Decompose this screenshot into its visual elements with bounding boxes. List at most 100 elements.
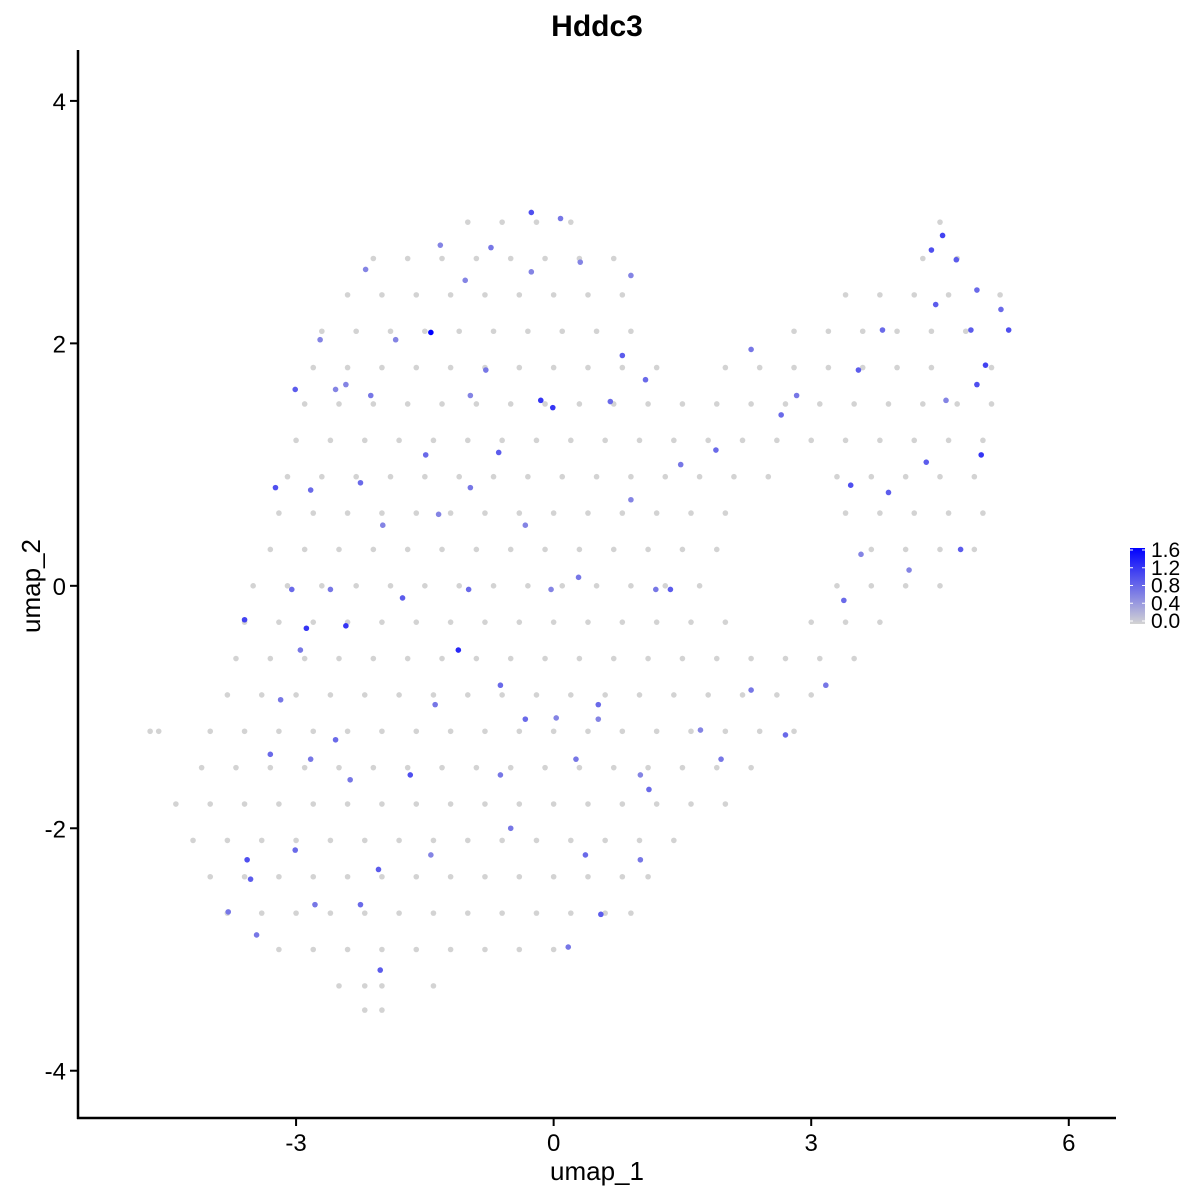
cell-point	[344, 946, 351, 953]
cell-point	[645, 764, 651, 771]
cell-point	[422, 328, 428, 335]
cell-point	[791, 364, 797, 371]
cell-point-expressing	[483, 367, 489, 373]
legend-label: 0.0	[1151, 610, 1180, 633]
cell-point-expressing	[628, 272, 634, 279]
cell-point	[396, 437, 402, 444]
legend-label: 1.6	[1151, 539, 1180, 562]
cell-point	[628, 473, 634, 480]
cell-point	[507, 401, 514, 407]
cell-point	[310, 801, 317, 807]
cell-point	[550, 619, 557, 625]
cell-point-expressing	[497, 682, 504, 689]
cell-point	[482, 619, 488, 625]
cell-point	[576, 655, 583, 662]
cell-point	[911, 437, 918, 444]
cell-point-expressing	[943, 397, 949, 404]
cell-point-expressing	[932, 301, 939, 308]
cell-point	[619, 292, 626, 298]
cell-point-expressing	[247, 876, 254, 882]
cell-point-expressing	[467, 484, 474, 491]
cell-point	[430, 692, 437, 698]
y-tick-label: -2	[45, 816, 66, 843]
cell-point-expressing	[272, 484, 279, 491]
cell-point	[937, 546, 943, 553]
cell-point	[928, 328, 935, 335]
cell-point-expressing	[841, 597, 847, 604]
cell-point	[756, 364, 763, 371]
cell-point	[276, 946, 282, 953]
cell-point	[550, 946, 557, 953]
cell-point	[276, 873, 282, 880]
cell-point	[713, 546, 720, 553]
cell-point	[842, 292, 849, 298]
cell-point	[894, 364, 900, 371]
cell-point-expressing	[288, 586, 295, 593]
cell-point	[310, 946, 317, 953]
cell-point-expressing	[573, 756, 579, 762]
cell-point	[301, 401, 308, 407]
cell-point	[602, 692, 608, 698]
cell-point-expressing	[549, 404, 556, 411]
cell-point	[868, 546, 875, 553]
cell-point	[868, 583, 875, 589]
cell-point	[722, 728, 729, 735]
cell-point	[344, 801, 351, 807]
cell-point	[370, 255, 377, 262]
y-tick-label: -4	[45, 1059, 66, 1086]
cell-point	[602, 437, 608, 444]
cell-point-expressing	[428, 852, 434, 858]
cell-point-expressing	[974, 287, 980, 293]
cell-point	[602, 837, 608, 844]
cell-point	[404, 255, 411, 262]
cell-point	[688, 801, 694, 807]
cell-point	[542, 546, 548, 553]
cell-point	[542, 255, 548, 262]
cell-point	[482, 728, 488, 735]
cell-point	[387, 328, 394, 335]
cell-point	[662, 473, 669, 480]
cell-point-expressing	[497, 772, 504, 778]
cell-point-expressing	[312, 901, 318, 908]
y-tick-label: 4	[53, 89, 66, 116]
chart-title: Hddc3	[551, 10, 643, 43]
cell-point	[559, 328, 566, 335]
cell-point-expressing	[923, 459, 930, 465]
cell-point-expressing	[713, 447, 719, 453]
cell-point	[516, 946, 523, 953]
cell-point	[361, 692, 368, 698]
cell-point-expressing	[392, 336, 399, 343]
cell-point	[550, 292, 557, 298]
cell-point	[379, 983, 385, 989]
cell-point	[379, 873, 385, 880]
cell-point	[207, 873, 214, 880]
cell-point	[267, 546, 274, 553]
cell-point	[705, 437, 711, 444]
cell-point	[207, 728, 214, 735]
cell-point	[688, 510, 694, 516]
cell-point	[550, 873, 557, 880]
cell-point	[353, 473, 359, 480]
cell-point	[533, 837, 540, 844]
cell-point	[576, 546, 583, 553]
cell-point	[361, 437, 368, 444]
cell-point	[585, 364, 591, 371]
cell-point	[370, 401, 377, 407]
cell-point	[525, 328, 531, 335]
cell-point	[447, 619, 454, 625]
cell-point	[404, 764, 411, 771]
cell-point	[207, 801, 214, 807]
cell-point	[731, 473, 737, 480]
cell-point-expressing	[528, 269, 535, 275]
cell-point	[482, 292, 488, 298]
cell-point	[653, 801, 660, 807]
cell-point	[825, 328, 832, 335]
cell-point	[336, 655, 342, 662]
cell-point	[276, 619, 282, 625]
cell-point	[610, 255, 617, 262]
cell-point	[550, 510, 557, 516]
cell-point	[413, 364, 420, 371]
cell-point-expressing	[782, 732, 789, 738]
cell-point	[610, 764, 617, 771]
cell-point-expressing	[379, 522, 386, 529]
